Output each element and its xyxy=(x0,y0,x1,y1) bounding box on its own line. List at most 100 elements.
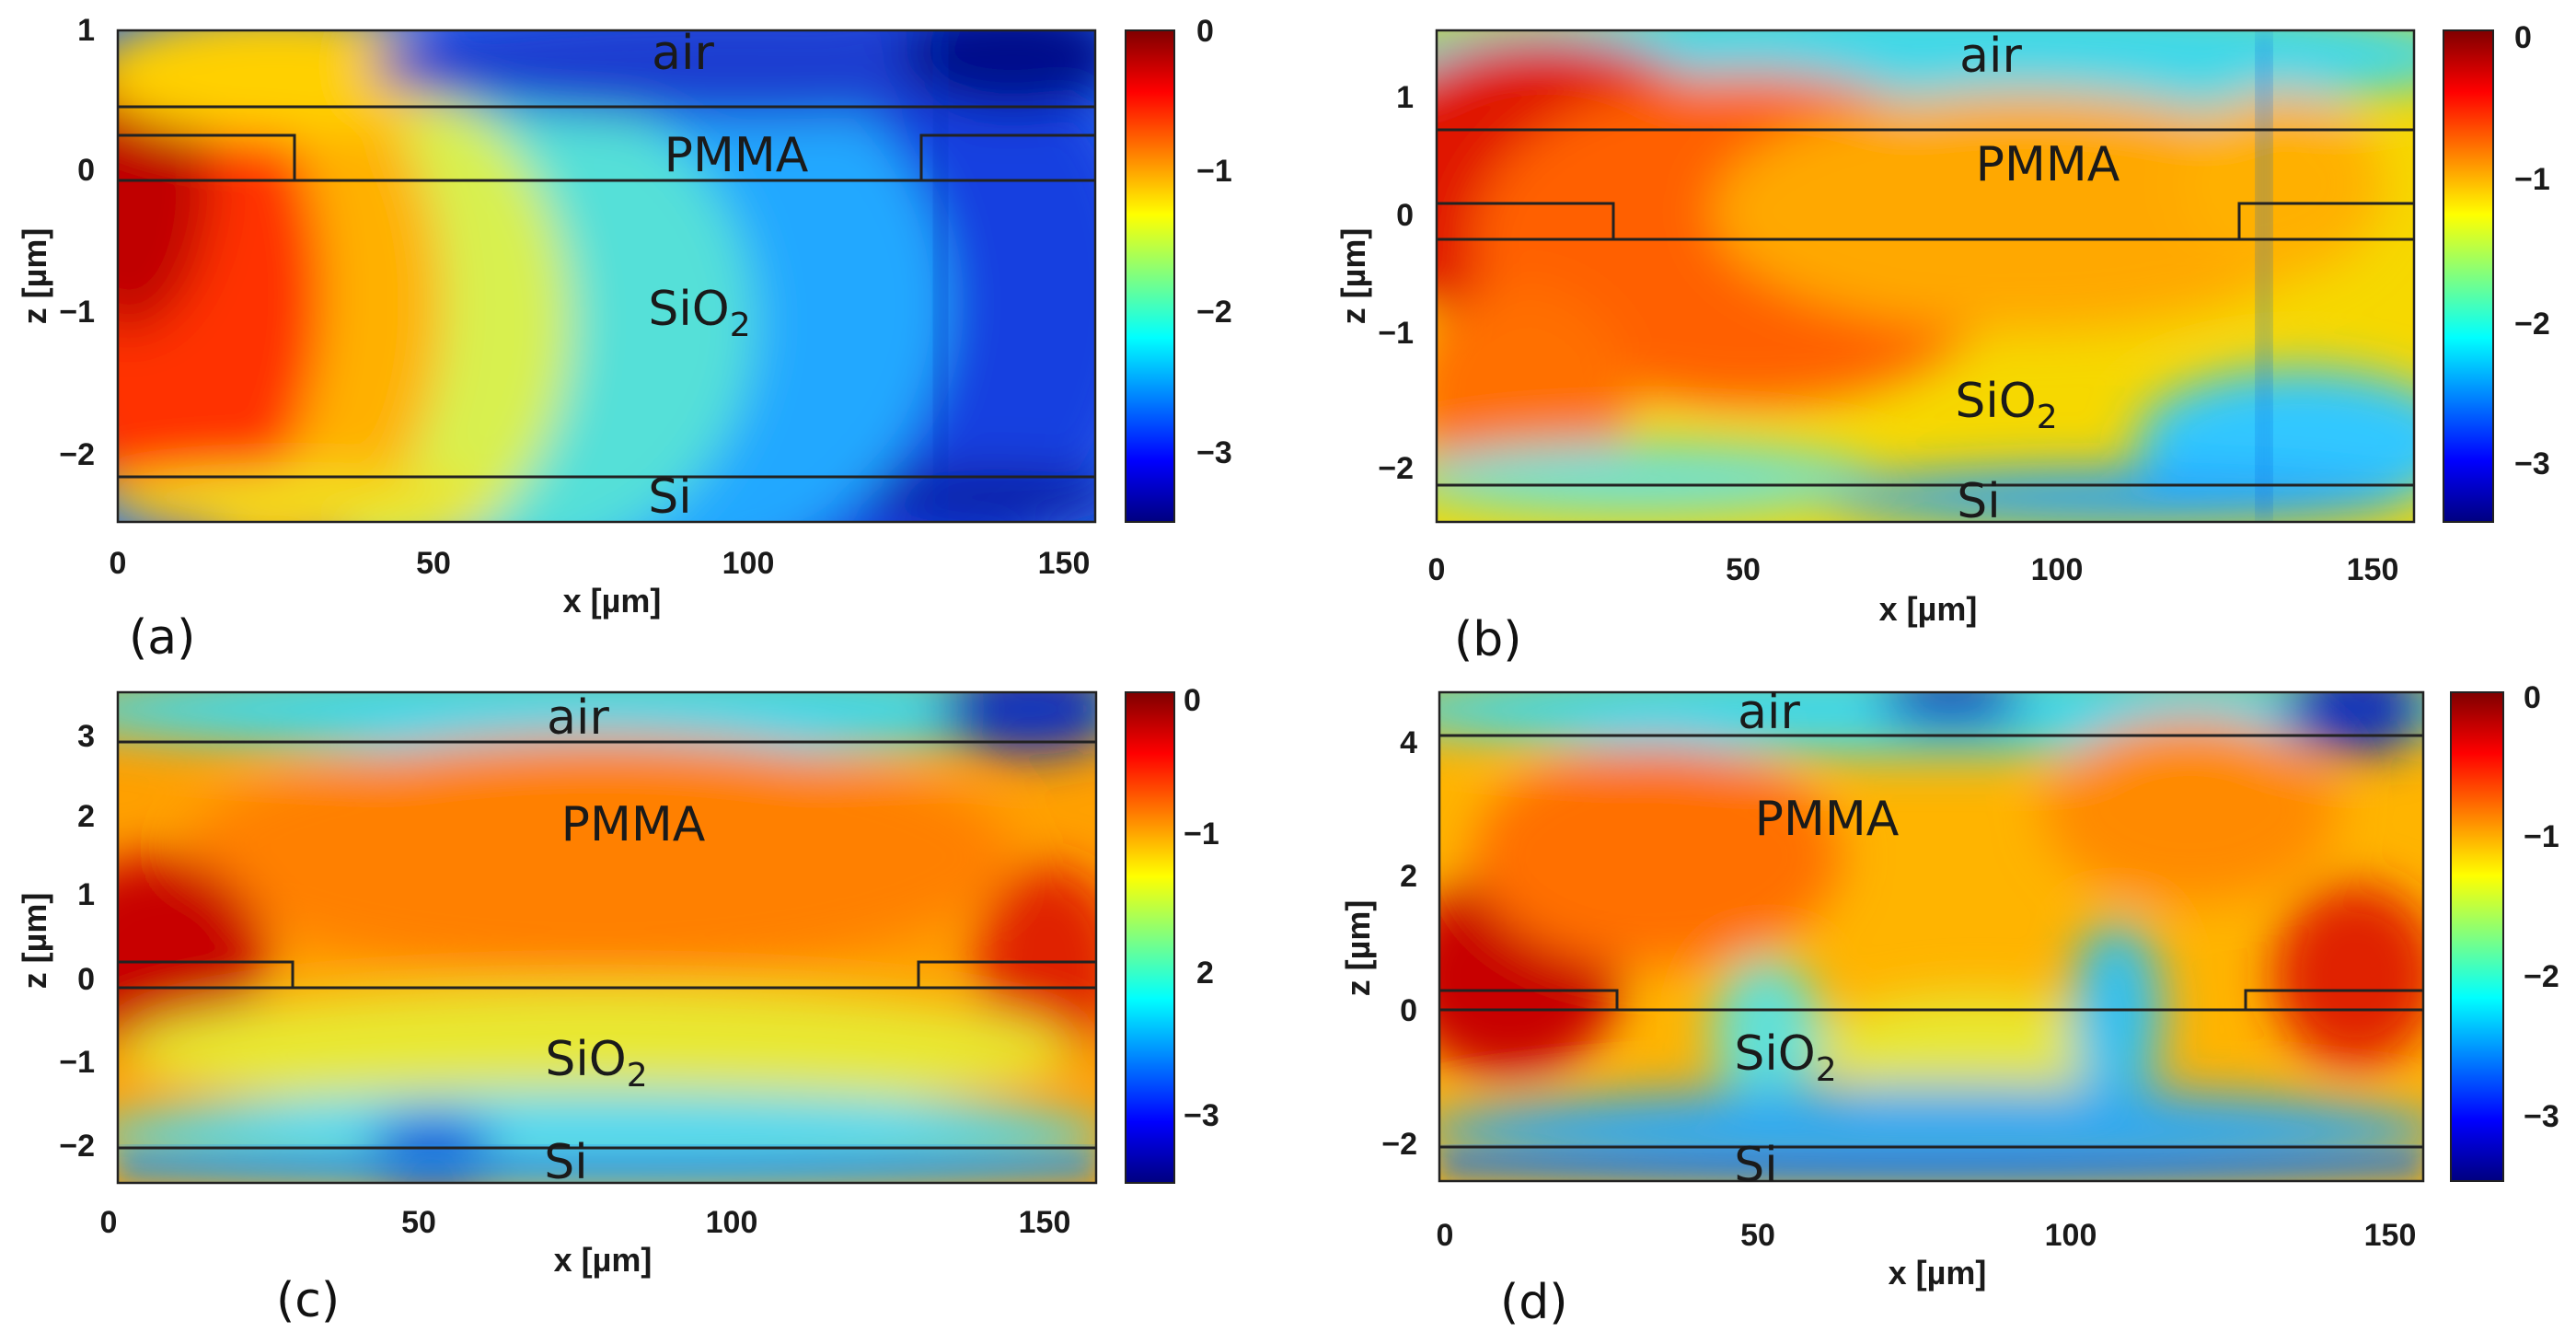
region-label-pmma: PMMA xyxy=(664,128,809,183)
x-tick-label: 100 xyxy=(722,546,775,581)
x-tick-label: 50 xyxy=(1740,1218,1775,1253)
panel-a: air PMMA SiO2 Si 0 50 100 150 1 0 −1 −2 … xyxy=(16,13,1232,666)
x-tick-label: 100 xyxy=(2031,552,2084,587)
y-tick-label: 2 xyxy=(1400,859,1417,894)
colorbar-tick-label: −2 xyxy=(2524,959,2559,994)
panel-label-c: (c) xyxy=(276,1273,340,1328)
y-tick-label: −2 xyxy=(59,1129,95,1164)
x-tick-label: 50 xyxy=(1726,552,1761,587)
x-tick-label: 0 xyxy=(110,546,127,581)
x-tick-label: 150 xyxy=(2347,552,2399,587)
y-ticks-d: 4 2 0 −2 xyxy=(1381,725,1417,1162)
colorbar-tick-label: 2 xyxy=(1196,956,1214,991)
x-axis-label-d: x [µm] xyxy=(1889,1254,1987,1292)
plot-frame-d xyxy=(1438,690,2425,1183)
y-tick-label: 0 xyxy=(77,962,95,997)
colorbar-tick-label: −3 xyxy=(1196,435,1232,470)
panel-label-d: (d) xyxy=(1500,1275,1568,1330)
x-tick-label: 0 xyxy=(1428,552,1446,587)
x-tick-label: 150 xyxy=(2364,1218,2417,1253)
colorbar-gradient xyxy=(2450,691,2504,1182)
y-ticks-c: 3 2 1 0 −1 −2 xyxy=(59,719,95,1164)
region-label-sio2: SiO2 xyxy=(648,282,750,344)
colorbar-tick-label: −1 xyxy=(2514,162,2550,197)
colorbar-a: 0 −1 −2 −3 xyxy=(1125,14,1232,523)
layer-lines-d xyxy=(1439,734,2423,1149)
region-label-si: Si xyxy=(1734,1138,1777,1193)
y-tick-label: 1 xyxy=(1396,80,1414,115)
y-axis-label-b: z [µm] xyxy=(1334,228,1372,325)
heatmap-b xyxy=(1437,30,2414,522)
y-tick-label: 2 xyxy=(77,799,95,834)
x-tick-label: 50 xyxy=(416,546,451,581)
panel-c: air PMMA SiO2 Si 0 50 100 150 3 2 1 0 −1… xyxy=(16,683,1219,1328)
colorbar-tick-label: −1 xyxy=(1184,817,1219,852)
heatmap-a xyxy=(118,30,1095,522)
colorbar-tick-label: 0 xyxy=(1196,14,1214,49)
colorbar-d: 0 −1 −2 −3 xyxy=(2450,680,2559,1182)
colorbar-b: 0 −1 −2 −3 xyxy=(2443,20,2550,523)
x-tick-label: 50 xyxy=(401,1205,436,1240)
colorbar-tick-label: −3 xyxy=(2514,446,2550,481)
plot-frame-c xyxy=(116,690,1098,1185)
colorbar-tick-label: −3 xyxy=(1184,1098,1219,1133)
y-axis-label-d: z [µm] xyxy=(1339,900,1377,997)
y-axis-label-a: z [µm] xyxy=(16,228,53,325)
plot-frame-b xyxy=(1435,29,2416,524)
colorbar-tick-label: −2 xyxy=(1196,295,1232,330)
y-axis-label-c: z [µm] xyxy=(16,893,53,990)
region-label-air: air xyxy=(547,690,609,746)
panel-d: air PMMA SiO2 Si 0 50 100 150 4 2 0 −2 x… xyxy=(1339,680,2559,1330)
y-tick-label: −2 xyxy=(1378,451,1414,486)
region-label-pmma: PMMA xyxy=(1976,137,2120,192)
heatmap-c xyxy=(118,692,1096,1183)
x-tick-label: 0 xyxy=(1437,1218,1454,1253)
y-tick-label: −1 xyxy=(1378,316,1414,351)
region-label-air: air xyxy=(652,26,714,81)
region-label-sio2: SiO2 xyxy=(545,1032,647,1095)
heatmap-d xyxy=(1439,692,2423,1181)
region-label-pmma: PMMA xyxy=(1755,792,1900,847)
x-axis-label-a: x [µm] xyxy=(563,582,662,620)
y-tick-label: 0 xyxy=(77,153,95,188)
colorbar-tick-label: 0 xyxy=(1184,683,1201,718)
x-ticks-c: 0 50 100 150 xyxy=(100,1205,1071,1240)
region-label-sio2: SiO2 xyxy=(1734,1026,1836,1089)
y-tick-label: 1 xyxy=(77,877,95,912)
y-tick-label: 1 xyxy=(77,13,95,48)
layer-lines-b xyxy=(1437,128,2414,487)
region-label-si: Si xyxy=(1957,474,2000,529)
y-tick-label: −2 xyxy=(1381,1127,1417,1162)
y-tick-label: −1 xyxy=(59,295,95,330)
x-tick-label: 150 xyxy=(1019,1205,1071,1240)
x-ticks-a: 0 50 100 150 xyxy=(110,546,1091,581)
y-tick-label: −2 xyxy=(59,437,95,472)
region-label-si: Si xyxy=(544,1135,587,1190)
y-tick-label: −1 xyxy=(59,1045,95,1080)
y-ticks-b: 1 0 −1 −2 xyxy=(1378,80,1414,486)
region-label-si: Si xyxy=(648,469,691,525)
region-label-air: air xyxy=(1738,685,1800,740)
x-tick-label: 0 xyxy=(100,1205,118,1240)
y-tick-label: 0 xyxy=(1396,198,1414,233)
panel-label-b: (b) xyxy=(1454,612,1522,667)
colorbar-tick-label: −2 xyxy=(2514,307,2550,342)
colorbar-c: 0 −1 2 −3 xyxy=(1125,683,1219,1184)
y-ticks-a: 1 0 −1 −2 xyxy=(59,13,95,472)
x-axis-label-c: x [µm] xyxy=(554,1241,653,1279)
layer-lines-c xyxy=(118,740,1096,1150)
x-tick-label: 100 xyxy=(706,1205,758,1240)
x-axis-label-b: x [µm] xyxy=(1879,590,1978,628)
panel-b: air PMMA SiO2 Si 0 50 100 150 1 0 −1 −2 … xyxy=(1334,20,2550,667)
colorbar-tick-label: −3 xyxy=(2524,1099,2559,1134)
plot-frame-a xyxy=(116,29,1097,524)
region-label-air: air xyxy=(1959,29,2022,84)
panel-label-a: (a) xyxy=(129,610,195,666)
colorbar-gradient xyxy=(1125,691,1175,1184)
x-tick-label: 100 xyxy=(2045,1218,2097,1253)
y-tick-label: 3 xyxy=(77,719,95,754)
y-tick-label: 4 xyxy=(1400,725,1417,760)
colorbar-tick-label: −1 xyxy=(1196,154,1232,189)
x-ticks-b: 0 50 100 150 xyxy=(1428,552,2399,587)
y-tick-label: 0 xyxy=(1400,993,1417,1028)
